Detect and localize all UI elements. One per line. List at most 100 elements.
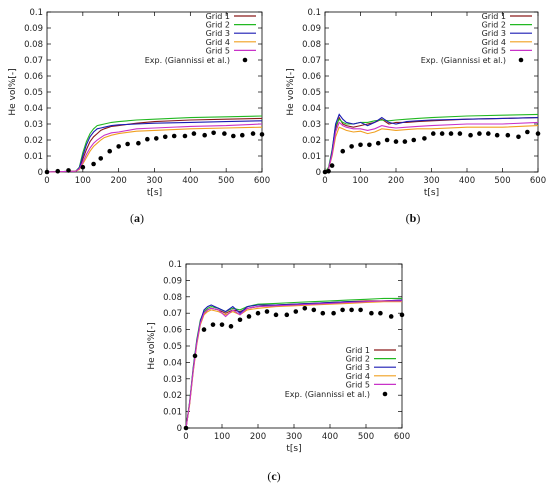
exp-point (358, 142, 363, 148)
y-tick-label: 0.09 (302, 24, 321, 34)
exp-point (486, 131, 491, 136)
legend-label-grid-3: Grid 3 (482, 29, 506, 38)
x-tick-label: 100 (75, 176, 91, 186)
exp-point (98, 156, 104, 161)
exp-point (153, 136, 159, 141)
legend-label-exp: Exp. (Giannissi et al.) (421, 56, 506, 65)
caption-c: (c) (267, 469, 280, 483)
series-line-grid-3 (46, 120, 263, 173)
y-tick-label: 0.05 (302, 88, 321, 98)
exp-point (457, 131, 463, 136)
y-tick-label: 0.01 (163, 408, 182, 418)
x-tick-label: 500 (358, 432, 374, 442)
exp-point (369, 310, 374, 316)
exp-point (145, 136, 150, 142)
exp-point (477, 131, 482, 136)
y-tick-label: 0.09 (24, 24, 43, 34)
legend-label-grid-5: Grid 5 (482, 46, 506, 55)
y-tick-label: 0.08 (163, 293, 182, 303)
y-tick-label: 0.02 (24, 136, 43, 146)
exp-point (340, 307, 345, 313)
exp-point (331, 310, 336, 316)
exp-point (388, 314, 394, 319)
exp-point (44, 169, 50, 175)
exp-point (210, 322, 216, 327)
exp-point (80, 164, 86, 170)
exp-point (411, 137, 417, 143)
y-tick-label: 0.06 (163, 326, 182, 336)
x-tick-label: 600 (530, 176, 546, 186)
y-tick-label: 0.05 (24, 88, 43, 98)
exp-point (255, 310, 261, 316)
exp-point (192, 353, 198, 359)
y-tick-label: 0.01 (302, 152, 321, 162)
exp-point (202, 132, 207, 138)
legend-swatch-exp (382, 391, 388, 397)
legend-label-exp: Exp. (Giannissi et al.) (285, 390, 370, 399)
legend-label-grid-3: Grid 3 (206, 29, 230, 38)
y-tick-label: 0.03 (302, 120, 321, 130)
exp-point (231, 133, 236, 139)
y-tick-label: 0.02 (302, 136, 321, 146)
exp-point (182, 133, 188, 139)
x-axis-label: t[s] (147, 188, 162, 198)
exp-point (250, 131, 256, 136)
exp-point (468, 132, 473, 138)
y-axis-label: He vol%[-] (8, 68, 18, 115)
chart-a: 0 0.01 0.02 0.03 0.04 0.05 0.06 0.07 0.08 0.09 0.1… (8, 8, 270, 225)
x-tick-label: 600 (254, 176, 270, 186)
x-tick-label: 0 (322, 176, 327, 186)
exp-point (264, 309, 270, 314)
series-line-grid-1 (324, 116, 539, 173)
legend-label-grid-3: Grid 3 (346, 363, 370, 372)
y-tick-label: 0.1 (307, 8, 321, 18)
exp-point (228, 324, 234, 329)
exp-point (393, 139, 399, 144)
y-tick-label: 0.1 (29, 8, 43, 18)
series-line-grid-5 (46, 123, 263, 173)
exp-point (430, 131, 436, 136)
x-tick-label: 200 (111, 176, 127, 186)
exp-point (125, 141, 130, 147)
x-tick-label: 600 (394, 432, 410, 442)
y-tick-label: 0.04 (302, 104, 321, 114)
exp-point (211, 130, 216, 136)
x-tick-label: 100 (352, 176, 368, 186)
legend-label-grid-1: Grid 1 (482, 12, 506, 21)
series-line-grid-3 (324, 113, 539, 173)
y-tick-label: 0 (38, 168, 43, 178)
exp-point (378, 310, 383, 316)
legend-swatch-exp (242, 57, 248, 63)
x-tick-label: 0 (183, 432, 188, 442)
y-tick-label: 0.02 (163, 391, 182, 401)
x-tick-label: 400 (322, 432, 338, 442)
x-tick-label: 200 (388, 176, 404, 186)
y-tick-label: 0.06 (302, 72, 321, 82)
exp-point (273, 312, 279, 318)
y-tick-label: 0.05 (163, 342, 182, 352)
y-tick-label: 0.04 (163, 358, 182, 368)
exp-point (136, 140, 141, 146)
legend-label-exp: Exp. (Giannissi et al.) (145, 56, 230, 65)
exp-point (91, 161, 96, 167)
exp-point (171, 133, 177, 139)
x-axis-label: t[s] (424, 188, 439, 198)
exp-point (222, 131, 227, 136)
legend-label-grid-2: Grid 2 (482, 21, 506, 30)
x-axis-label: t[s] (286, 444, 301, 454)
legend-label-grid-1: Grid 1 (206, 12, 230, 21)
y-tick-label: 0.1 (168, 260, 182, 270)
exp-point (448, 131, 454, 136)
exp-point (284, 312, 290, 318)
exp-point (367, 142, 372, 148)
exp-point (322, 169, 328, 175)
y-axis-label: He vol%[-] (286, 68, 296, 115)
plot-frame (324, 11, 539, 173)
x-tick-label: 500 (218, 176, 234, 186)
exp-point (340, 148, 346, 154)
caption-b: (b) (406, 211, 421, 225)
